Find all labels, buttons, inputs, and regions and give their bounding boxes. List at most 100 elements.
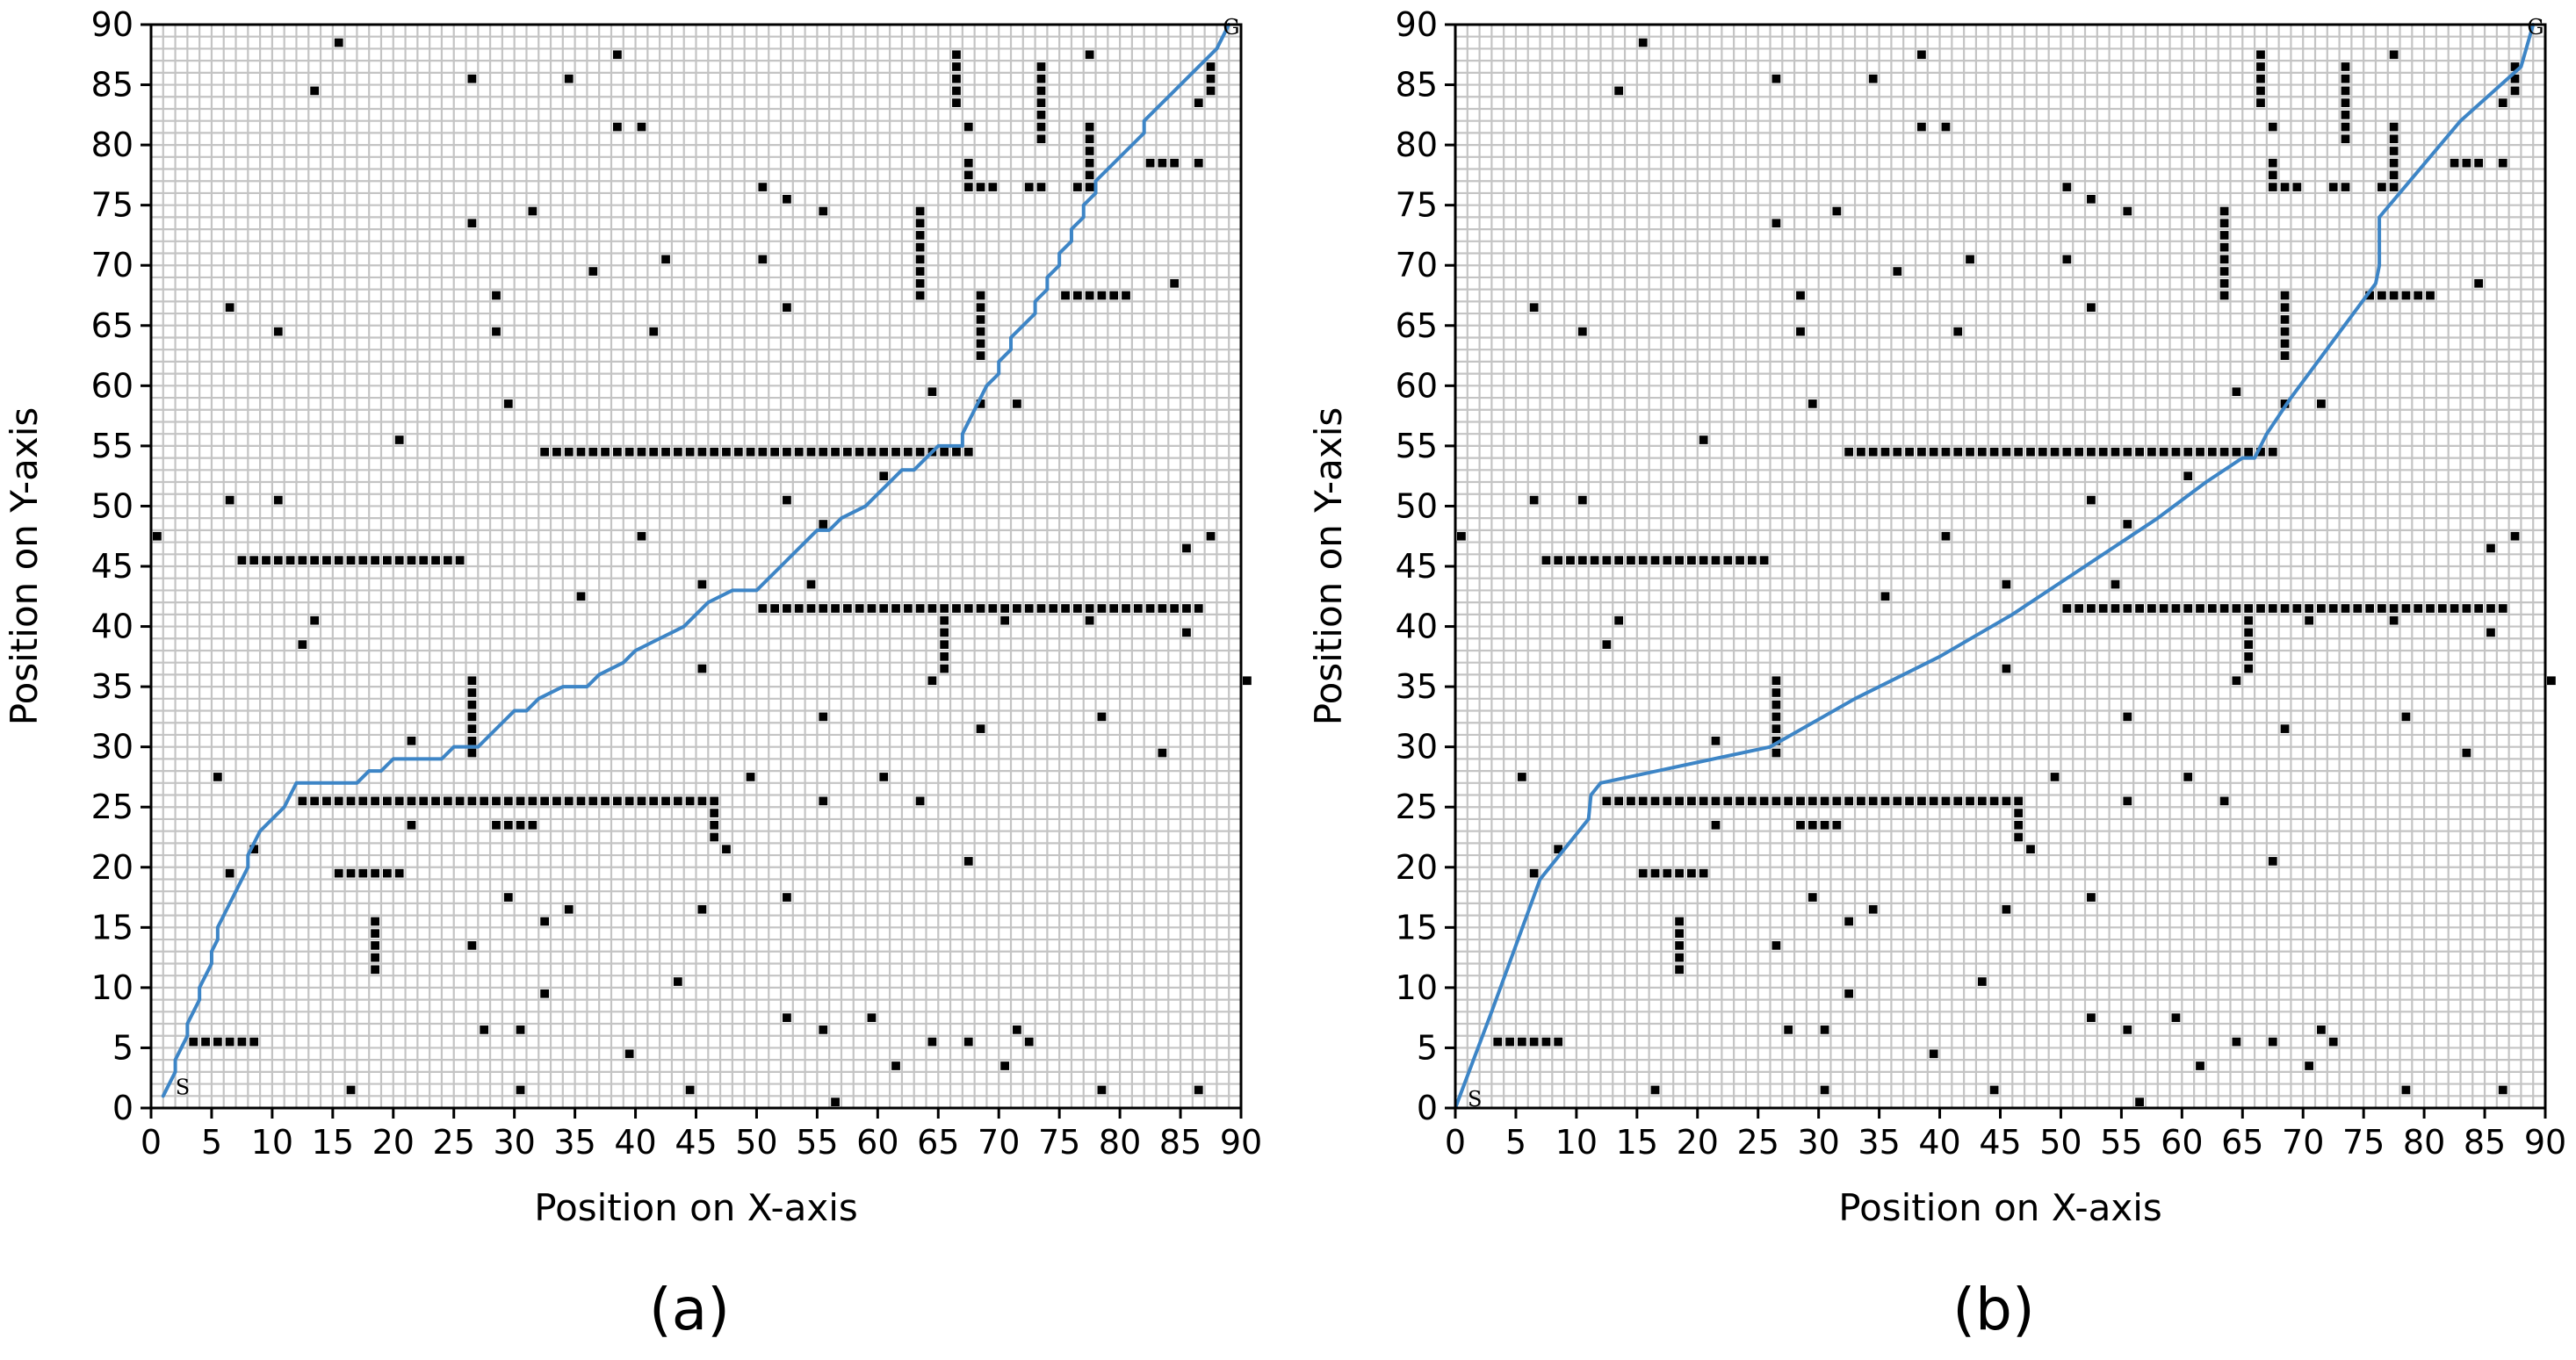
obstacle-cell <box>2389 604 2399 613</box>
obstacle-cell <box>1024 604 1034 613</box>
obstacle-cell <box>697 579 707 589</box>
x-tick-label: 15 <box>1616 1123 1658 1162</box>
y-tick-label: 75 <box>91 186 133 225</box>
obstacle-cell <box>467 724 477 733</box>
x-tick-label: 15 <box>312 1123 354 1162</box>
obstacles <box>153 38 1252 1106</box>
obstacle-cell <box>733 447 743 457</box>
obstacle-cell <box>952 74 961 83</box>
obstacle-cell <box>1614 556 1624 565</box>
obstacle-cell <box>940 651 949 661</box>
obstacle-cell <box>2232 1037 2241 1047</box>
obstacle-cell <box>1036 134 1046 144</box>
obstacle-cell <box>697 664 707 673</box>
obstacle-cell <box>1735 556 1744 565</box>
obstacle-cell <box>503 893 513 902</box>
obstacle-cell <box>1024 1037 1034 1047</box>
obstacle-cell <box>2207 604 2217 613</box>
obstacle-cell <box>697 796 707 806</box>
obstacle-cell <box>2474 278 2484 288</box>
x-tick-label: 25 <box>1737 1123 1779 1162</box>
obstacle-cell <box>1013 604 1021 613</box>
obstacle-cell <box>624 447 634 457</box>
obstacle-cell <box>988 604 998 613</box>
obstacle-cell <box>2002 579 2011 589</box>
obstacle-cell <box>552 447 561 457</box>
obstacle-cell <box>1061 291 1070 300</box>
obstacle-cell <box>940 664 949 673</box>
obstacle-cell <box>1929 447 1938 457</box>
panel-label: (b) <box>1952 1276 2034 1343</box>
obstacle-cell <box>1808 399 1817 408</box>
obstacle-cell <box>540 796 550 806</box>
obstacle-cell <box>1771 712 1781 722</box>
obstacle-cell <box>783 1013 791 1023</box>
obstacle-cell <box>1675 917 1684 926</box>
obstacle-cell <box>927 676 937 686</box>
obstacle-cell <box>1517 1037 1526 1047</box>
obstacle-cell <box>334 556 343 565</box>
obstacle-cell <box>1614 796 1624 806</box>
x-tick-label: 20 <box>372 1123 415 1162</box>
obstacle-cell <box>2305 1061 2314 1070</box>
obstacle-cell <box>1759 796 1769 806</box>
obstacle-cell <box>1566 556 1575 565</box>
obstacle-cell <box>1916 796 1926 806</box>
obstacle-cell <box>467 219 477 228</box>
obstacle-cell <box>1529 495 1539 505</box>
obstacle-cell <box>407 556 416 565</box>
obstacle-cell <box>2437 604 2447 613</box>
obstacle-cell <box>2268 183 2277 191</box>
obstacle-cell <box>1711 796 1721 806</box>
obstacle-cell <box>831 604 840 613</box>
obstacle-cell <box>783 893 791 902</box>
obstacle-cell <box>976 291 985 300</box>
obstacle-cell <box>758 447 768 457</box>
obstacle-cell <box>2328 183 2338 191</box>
obstacle-cell <box>298 796 307 806</box>
obstacle-cell <box>903 447 913 457</box>
obstacle-cell <box>794 447 804 457</box>
x-tick-label: 90 <box>2524 1123 2566 1162</box>
panel-b: SG0 5 10 15 20 25 30 35 40 45 50 55 60 65 70 75 80 85 9005… <box>1307 5 2566 1343</box>
obstacle-cell <box>2510 74 2520 83</box>
obstacle-cell <box>1686 868 1696 878</box>
obstacle-cell <box>2002 904 2011 914</box>
obstacle-cell <box>2219 206 2229 216</box>
obstacle-cell <box>649 327 659 336</box>
obstacle-cell <box>1638 38 1648 47</box>
planned-path <box>161 23 1231 1098</box>
obstacle-cell <box>2268 604 2277 613</box>
obstacle-cell <box>467 748 477 758</box>
obstacle-cell <box>2038 447 2047 457</box>
obstacle-cell <box>1529 1037 1539 1047</box>
obstacle-cell <box>2280 183 2290 191</box>
obstacle-cell <box>1085 170 1094 180</box>
obstacle-cell <box>601 796 610 806</box>
obstacle-cell <box>940 604 949 613</box>
obstacle-cell <box>2244 664 2254 673</box>
obstacle-cell <box>1675 953 1684 962</box>
obstacle-cell <box>1820 796 1829 806</box>
obstacle-cell <box>1170 278 1180 288</box>
obstacle-cell <box>1880 592 1890 601</box>
obstacle-cell <box>407 796 416 806</box>
x-tick-label: 30 <box>493 1123 535 1162</box>
obstacle-cell <box>2389 134 2399 144</box>
obstacle-cell <box>1784 796 1793 806</box>
x-tick-label: 65 <box>2221 1123 2263 1162</box>
obstacle-cell <box>1036 604 1046 613</box>
obstacle-cell <box>819 447 828 457</box>
obstacle-cell <box>1723 556 1733 565</box>
obstacle-cell <box>1977 977 1987 986</box>
y-tick-label: 30 <box>1396 728 1438 766</box>
x-tick-label: 60 <box>856 1123 898 1162</box>
obstacle-cell <box>1784 1025 1793 1034</box>
obstacle-cell <box>1493 1037 1503 1047</box>
obstacle-cell <box>1989 796 1999 806</box>
obstacle-cell <box>2341 74 2350 83</box>
obstacle-cell <box>2256 62 2265 71</box>
obstacle-cell <box>1206 86 1216 96</box>
obstacle-cell <box>371 917 379 926</box>
obstacle-cell <box>927 604 937 613</box>
